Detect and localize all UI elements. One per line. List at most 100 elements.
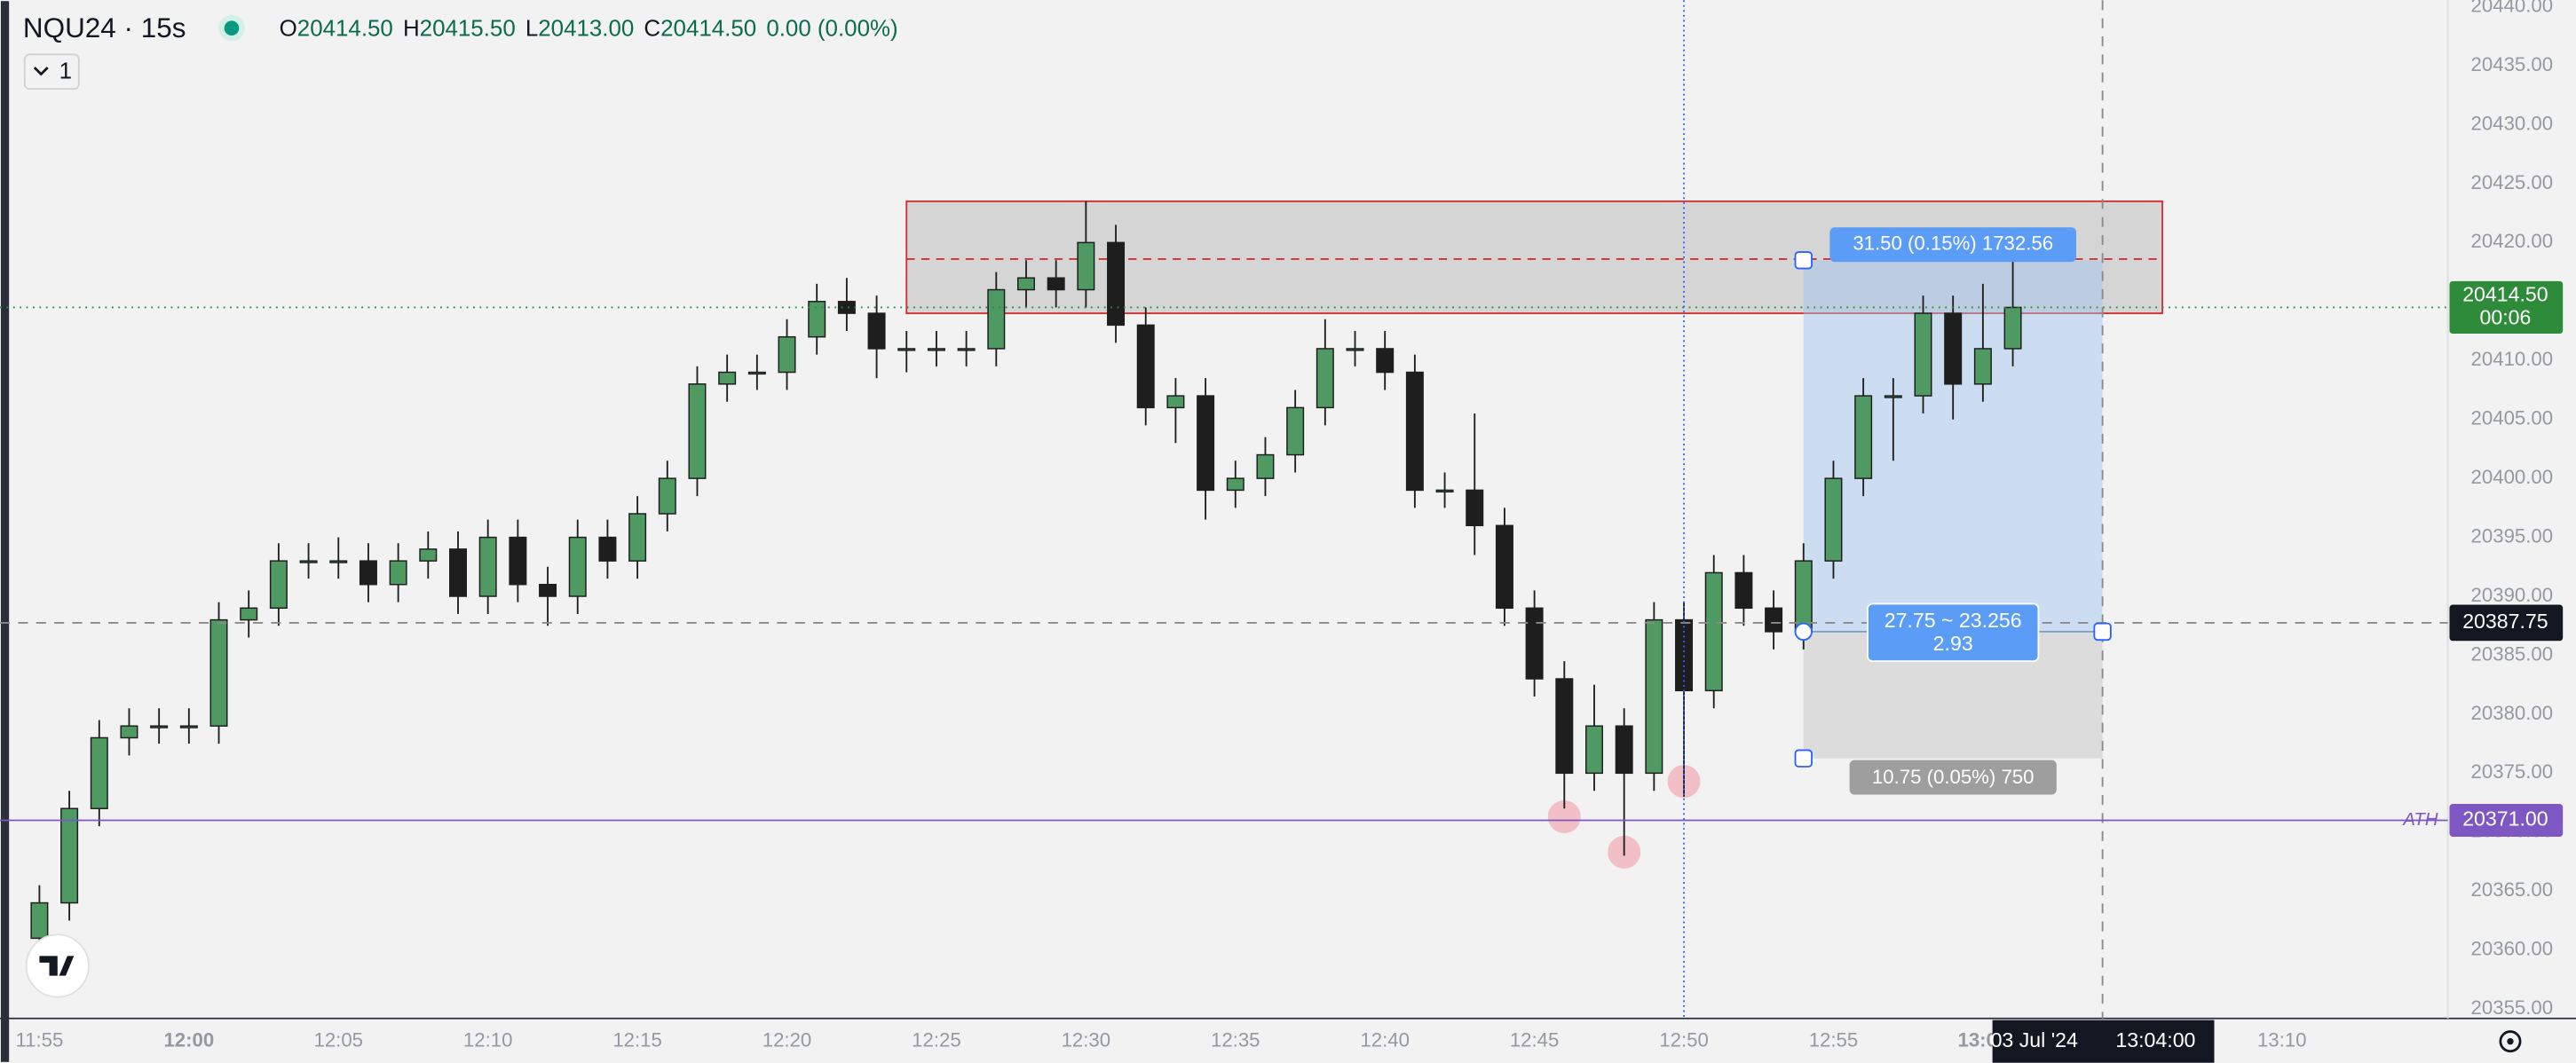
quote-key: H (403, 16, 420, 41)
candle-body (1435, 489, 1454, 493)
candle-body (1884, 395, 1902, 398)
overlay: ATH 31.50 (0.15%) 1732.56 10.75 (0.05%) 75… (0, 0, 2448, 1019)
last-price-label: 00:06 (2479, 306, 2531, 329)
candle-body (1973, 348, 1992, 385)
candle-body (568, 536, 587, 597)
candle-body (359, 560, 377, 586)
target-label: 31.50 (0.15%) 1732.56 (1853, 232, 2053, 255)
candle-body (509, 536, 527, 586)
y-tick-label: 20410.00 (2471, 348, 2554, 370)
candle-body (1704, 571, 1723, 692)
last-price-label: 20414.50 (2462, 283, 2548, 306)
settings-icon[interactable] (2499, 1030, 2522, 1053)
x-tick-label: 12:05 (313, 1029, 363, 1051)
y-tick-label: 20420.00 (2471, 230, 2554, 252)
ath-label: ATH (2402, 810, 2438, 830)
candle-body (957, 348, 976, 351)
candle-body (1495, 524, 1513, 610)
candle-body (1854, 395, 1873, 479)
center-label-box (1867, 602, 2040, 663)
candle-body (329, 560, 348, 563)
position-handle[interactable] (1794, 622, 1813, 642)
y-tick-label: 20440.00 (2471, 0, 2554, 16)
y-tick-label: 20380.00 (2471, 702, 2554, 724)
x-tick-label: 12:45 (1510, 1029, 1560, 1051)
candle-body (1197, 395, 1215, 492)
candle-body (1584, 725, 1603, 775)
x-tick-label: 13:10 (2257, 1029, 2307, 1051)
candle-body (628, 513, 647, 562)
y-tick-label: 20425.00 (2471, 171, 2554, 193)
y-tick-label: 20375.00 (2471, 760, 2554, 783)
candle-body (1166, 395, 1185, 409)
candle-body (269, 560, 288, 610)
candle-body (419, 548, 438, 562)
candle-body (90, 736, 108, 809)
y-tick-label: 20365.00 (2471, 878, 2554, 901)
position-handle[interactable] (1794, 749, 1813, 768)
quote-value: 20414.50 (660, 16, 756, 41)
x-tick-label: 12:50 (1659, 1029, 1709, 1051)
y-tick-label: 20395.00 (2471, 524, 2554, 547)
center-label: 27.75 ~ 23.256 (1885, 609, 2022, 632)
candle-body (1286, 406, 1305, 456)
candle-body (179, 725, 198, 728)
candle-body (209, 618, 228, 727)
quote-value: 20415.50 (420, 16, 516, 41)
candle-body (299, 560, 318, 563)
candle-body (1376, 348, 1395, 374)
candle-body (1675, 618, 1694, 692)
candle-body (1016, 277, 1035, 291)
x-tick-label: 12:15 (612, 1029, 662, 1051)
y-tick-label: 20435.00 (2471, 53, 2554, 75)
chevron-icon (33, 67, 49, 76)
candle-body (478, 536, 497, 597)
position-handle[interactable] (1794, 251, 1813, 270)
candle-body (778, 335, 796, 374)
candle-body (1405, 371, 1424, 492)
candle-body (658, 477, 676, 515)
y-tick-label: 20400.00 (2471, 466, 2554, 488)
quote-key: O (280, 16, 297, 41)
candle-body (1824, 477, 1843, 562)
y-tick-label: 20430.00 (2471, 112, 2554, 134)
candle-body (808, 301, 826, 338)
candle-body (1346, 348, 1364, 351)
candle-body (240, 607, 258, 621)
x-tick-label: 12:20 (763, 1029, 812, 1051)
status-dot (224, 20, 240, 36)
quote: O20414.50 H20415.50 L20413.00 C20414.50 0.00… (280, 16, 898, 41)
candle-body (1256, 453, 1275, 479)
x-tick-label: 12:25 (912, 1029, 961, 1051)
x-tick-label: 12:30 (1062, 1029, 1111, 1051)
candle-body (1734, 571, 1753, 610)
quote-key: C (644, 16, 660, 41)
candle-body (987, 288, 1006, 350)
candle-body (1555, 678, 1574, 775)
interval-button[interactable] (23, 53, 80, 91)
candle-body (120, 725, 138, 739)
settings-dot (2507, 1037, 2514, 1045)
candle-body (1316, 348, 1334, 409)
candle-body (867, 312, 886, 350)
candle-body (897, 348, 916, 351)
x-tick-label: 12:40 (1360, 1029, 1410, 1051)
candle-body (598, 536, 617, 562)
candle-body (837, 301, 856, 314)
candle-body (150, 725, 169, 728)
crosshair-time-box (1992, 1020, 2215, 1063)
candle-body (1077, 241, 1095, 291)
interval-label: 1 (59, 59, 72, 84)
quote-change: 0.00 (0.00%) (766, 16, 897, 41)
quote-key: L (525, 16, 538, 41)
x-tick-label: 12:10 (463, 1029, 513, 1051)
position-handle[interactable] (2093, 622, 2112, 642)
candle-body (1914, 312, 1932, 397)
stop-label: 10.75 (0.05%) 750 (1872, 766, 2035, 788)
candle-body (1047, 277, 1065, 291)
candle-body (448, 548, 467, 597)
candle-body (1645, 618, 1663, 775)
plot-area (30, 200, 2163, 957)
